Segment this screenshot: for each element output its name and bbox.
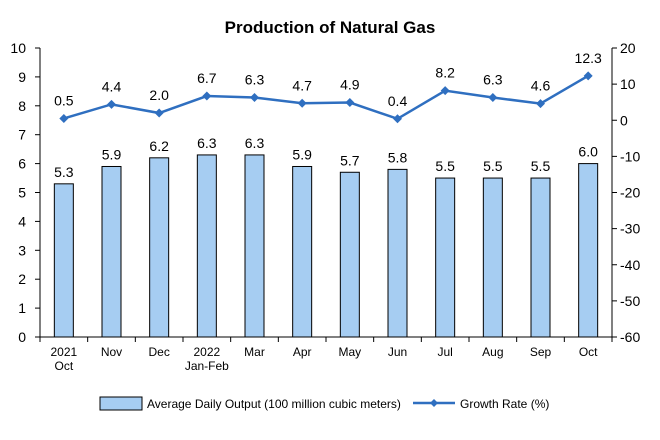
line-point-marker xyxy=(536,99,545,109)
bar xyxy=(149,157,170,338)
line-point-marker xyxy=(393,114,402,124)
bar xyxy=(387,168,408,338)
x-tick-label: Mar xyxy=(244,345,265,359)
legend: Average Daily Output (100 million cubic … xyxy=(99,396,549,411)
line-point-marker xyxy=(250,92,259,102)
chart-title: Production of Natural Gas xyxy=(225,18,436,37)
x-tick-label: May xyxy=(338,345,361,359)
x-tick-label: Aug xyxy=(482,345,503,359)
legend-label-bar: Average Daily Output (100 million cubic … xyxy=(147,397,401,411)
y-right-tick-label: -60 xyxy=(620,329,640,345)
bar-data-label: 5.5 xyxy=(483,158,503,174)
y-right-tick-label: -10 xyxy=(620,148,640,164)
line-point-marker xyxy=(59,113,69,123)
bar xyxy=(101,165,122,338)
bar-data-label: 5.5 xyxy=(531,158,551,174)
bar-data-label: 5.8 xyxy=(388,149,408,165)
y-left-tick-label: 2 xyxy=(18,271,26,287)
y-right-tick-label: -40 xyxy=(620,257,640,273)
y-left-tick-label: 8 xyxy=(18,98,26,114)
y-right-tick-label: 10 xyxy=(620,76,636,92)
bar xyxy=(482,177,503,338)
line-data-label: 6.3 xyxy=(245,71,265,87)
line-point-marker xyxy=(297,98,307,108)
line-data-label: 8.2 xyxy=(435,65,455,81)
bar-data-label: 5.9 xyxy=(292,146,312,162)
bar xyxy=(530,177,551,338)
line-point-marker xyxy=(202,91,212,101)
line-data-label: 6.3 xyxy=(483,71,503,87)
bar xyxy=(196,154,217,338)
bar-data-label: 5.3 xyxy=(54,164,74,180)
y-right-tick-label: -50 xyxy=(620,293,640,309)
y-right-tick-label: 0 xyxy=(620,112,628,128)
bar xyxy=(435,177,456,338)
x-tick-label: Oct xyxy=(54,359,73,373)
y-left-tick-label: 10 xyxy=(10,40,26,56)
bar-data-label: 5.9 xyxy=(102,146,122,162)
x-tick-label: 2022 xyxy=(193,345,220,359)
y-left-tick-label: 5 xyxy=(18,185,26,201)
bar-data-label: 6.0 xyxy=(578,144,598,160)
y-right-tick-label: -30 xyxy=(620,221,640,237)
x-tick-label: Oct xyxy=(579,345,598,359)
plot-area: 012345678910-60-50-40-30-20-10010202021O… xyxy=(10,40,640,373)
y-left-tick-label: 4 xyxy=(18,213,26,229)
legend-swatch-bar xyxy=(99,396,143,411)
line-point-marker xyxy=(440,86,450,96)
line-point-marker xyxy=(583,71,593,81)
line-data-label: 4.7 xyxy=(292,77,312,93)
line-point-marker xyxy=(154,108,164,118)
x-tick-label: Dec xyxy=(148,345,169,359)
bar xyxy=(339,171,360,338)
y-left-tick-label: 0 xyxy=(18,329,26,345)
bar xyxy=(578,163,599,338)
x-tick-label: Nov xyxy=(101,345,122,359)
y-left-tick-label: 3 xyxy=(18,242,26,258)
line-data-label: 0.4 xyxy=(388,93,408,109)
x-tick-label: Jul xyxy=(437,345,452,359)
bar-data-label: 6.3 xyxy=(197,135,217,151)
bar-data-label: 5.7 xyxy=(340,152,360,168)
y-left-tick-label: 1 xyxy=(18,300,26,316)
growth-rate-line xyxy=(63,74,589,121)
line-point-marker xyxy=(107,99,116,109)
bar xyxy=(244,154,265,338)
line-data-label: 12.3 xyxy=(575,50,602,66)
x-tick-label: Sep xyxy=(530,345,552,359)
bar-data-label: 5.5 xyxy=(435,158,455,174)
line-data-label: 4.9 xyxy=(340,77,360,93)
line-data-label: 0.5 xyxy=(54,92,74,108)
y-left-tick-label: 6 xyxy=(18,156,26,172)
y-left-tick-label: 9 xyxy=(18,69,26,85)
bar-data-label: 6.2 xyxy=(149,138,169,154)
y-right-tick-label: -20 xyxy=(620,185,640,201)
bar-data-label: 6.3 xyxy=(245,135,265,151)
x-tick-label: 2021 xyxy=(50,345,77,359)
line-data-label: 2.0 xyxy=(149,87,169,103)
line-data-label: 4.6 xyxy=(531,78,551,94)
line-data-label: 4.4 xyxy=(102,78,122,94)
x-tick-label: Jan-Feb xyxy=(185,359,229,373)
line-data-label: 6.7 xyxy=(197,70,217,86)
legend-label-line: Growth Rate (%) xyxy=(460,397,549,411)
line-point-marker xyxy=(345,98,355,108)
y-right-tick-label: 20 xyxy=(620,40,636,56)
bar xyxy=(292,165,313,338)
x-tick-label: Jun xyxy=(388,345,407,359)
bar xyxy=(53,183,74,338)
x-tick-label: Apr xyxy=(293,345,312,359)
legend-marker-diamond xyxy=(430,399,438,407)
line-point-marker xyxy=(488,92,498,102)
y-left-tick-label: 7 xyxy=(18,127,26,143)
